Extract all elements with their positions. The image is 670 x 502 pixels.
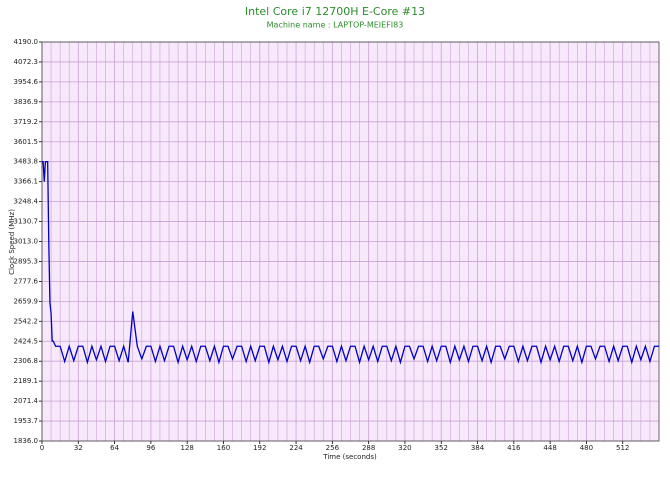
x-tick-label: 416 [507,444,521,452]
y-tick-label: 3836.9 [14,98,39,106]
y-tick-label: 2306.8 [14,357,39,365]
x-tick-label: 256 [326,444,340,452]
x-tick-label: 224 [289,444,303,452]
y-tick-label: 2071.4 [14,397,39,405]
x-tick-label: 32 [74,444,83,452]
x-tick-label: 192 [253,444,266,452]
y-tick-label: 2189.1 [14,377,39,385]
x-tick-label: 448 [543,444,556,452]
y-tick-label: 3366.1 [14,178,39,186]
x-tick-label: 96 [146,444,155,452]
y-tick-label: 3954.6 [14,78,39,86]
x-tick-label: 128 [180,444,193,452]
x-tick-label: 288 [362,444,375,452]
y-tick-label: 3601.5 [14,138,39,146]
y-tick-label: 3483.8 [14,158,39,166]
x-tick-label: 352 [435,444,448,452]
y-tick-label: 1836.0 [14,437,39,445]
chart-title: Intel Core i7 12700H E-Core #13 [245,5,425,18]
y-tick-label: 3013.0 [14,238,39,246]
x-tick-label: 320 [398,444,411,452]
y-axis-label: Clock Speed (MHz) [8,209,16,275]
y-tick-label: 2895.3 [14,257,39,265]
x-tick-label: 160 [217,444,230,452]
y-tick-label: 3248.4 [14,198,39,206]
y-tick-label: 4072.3 [14,58,39,66]
x-tick-label: 512 [616,444,629,452]
plot-frame [41,41,660,442]
y-tick-label: 2777.6 [14,277,39,285]
chart-subtitle: Machine name : LAPTOP-MEIEFI83 [267,21,404,30]
y-tick-label: 1953.7 [14,417,39,425]
y-tick-label: 3130.7 [14,218,39,226]
x-tick-label: 0 [40,444,44,452]
x-tick-label: 480 [580,444,593,452]
y-tick-label: 2542.2 [14,317,39,325]
x-tick-label: 64 [110,444,119,452]
data-line [42,161,659,365]
y-tick-label: 2659.9 [14,297,39,305]
y-tick-label: 4190.0 [14,38,39,46]
x-tick-label: 384 [471,444,485,452]
y-tick-label: 2424.5 [14,337,39,345]
y-tick-label: 3719.2 [14,118,39,126]
x-axis-label: Time (seconds) [322,453,377,461]
